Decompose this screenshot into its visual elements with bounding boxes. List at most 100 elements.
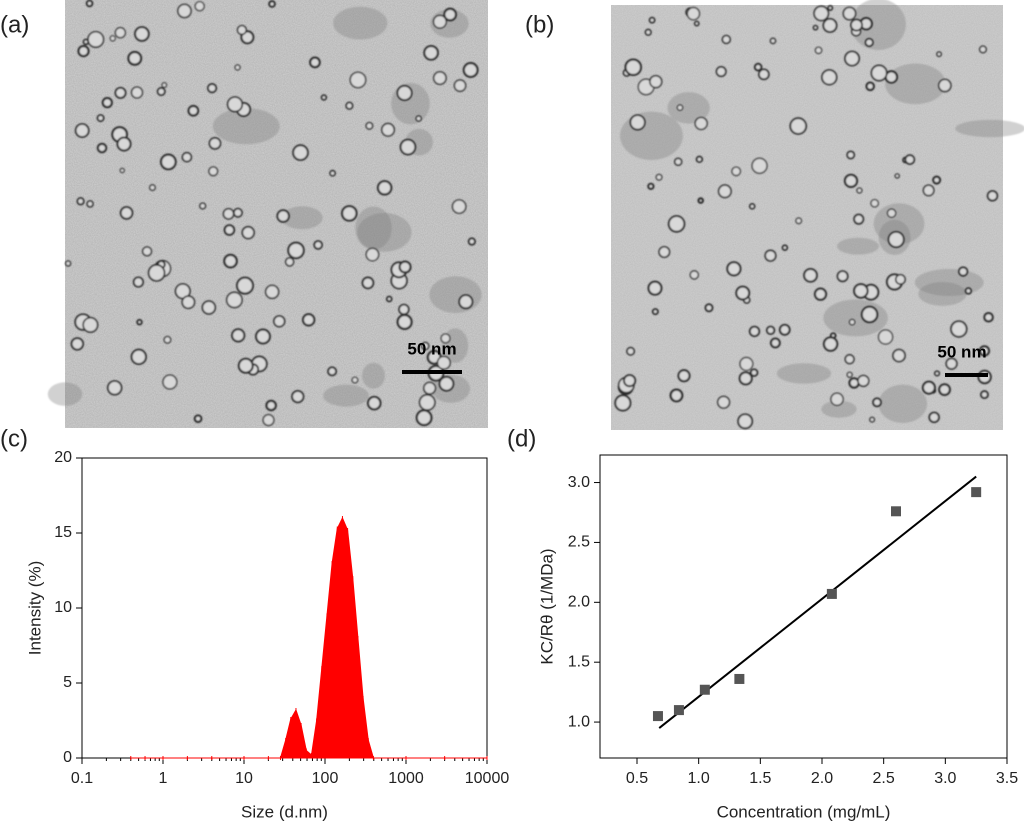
particle <box>655 173 663 181</box>
data-point <box>652 711 663 722</box>
particle <box>870 64 888 82</box>
particle <box>163 335 172 344</box>
particle <box>341 205 358 222</box>
data-point <box>699 684 710 695</box>
particle <box>106 380 123 396</box>
particle <box>396 313 413 331</box>
y-tick-label: 20 <box>54 449 72 466</box>
particle <box>82 38 90 46</box>
particle <box>398 260 412 274</box>
particle <box>647 280 663 296</box>
particle <box>320 94 328 101</box>
particle <box>846 371 853 378</box>
particle <box>624 58 643 77</box>
particle <box>443 7 458 22</box>
stain <box>914 268 984 296</box>
x-tick-label: 1.5 <box>749 770 771 787</box>
particle <box>778 323 791 336</box>
particle <box>345 101 354 110</box>
particle <box>937 78 952 93</box>
particle <box>462 62 479 78</box>
particle <box>101 97 113 109</box>
particle <box>647 182 655 190</box>
panel-label: (c) <box>0 425 28 452</box>
particle <box>813 287 828 301</box>
particle <box>199 202 207 210</box>
particle <box>366 395 382 411</box>
particle <box>136 318 143 326</box>
stain <box>873 203 925 245</box>
particle <box>894 273 906 285</box>
particle <box>292 144 309 161</box>
particle <box>676 104 684 111</box>
particle <box>869 416 876 423</box>
tem-image-b: 50 nm <box>611 0 1024 430</box>
particle <box>887 230 905 249</box>
particle <box>715 66 727 78</box>
particle <box>738 371 753 386</box>
particle <box>986 190 999 202</box>
particle <box>667 215 686 233</box>
particle <box>96 114 105 123</box>
particle <box>432 14 447 29</box>
data-point <box>734 673 745 684</box>
particle <box>423 381 437 395</box>
particle <box>872 397 882 408</box>
particle <box>836 270 849 283</box>
plot-frame <box>81 457 488 759</box>
stain <box>955 119 1024 138</box>
particle <box>255 328 271 345</box>
scale-bar-label: 50 nm <box>937 342 986 361</box>
particle <box>423 44 439 61</box>
particle <box>114 86 127 99</box>
particle <box>751 157 768 174</box>
particle <box>365 247 380 262</box>
particle <box>82 316 99 333</box>
particle <box>420 341 430 351</box>
particle <box>381 122 396 137</box>
particle <box>399 138 417 156</box>
particle <box>132 276 144 288</box>
particle <box>693 20 700 27</box>
particle <box>857 374 870 388</box>
particle <box>957 266 969 277</box>
data-point <box>971 487 982 498</box>
particle <box>748 325 761 338</box>
y-tick-label: 0 <box>63 749 72 766</box>
particle <box>749 368 759 377</box>
x-tick-label: 2.5 <box>873 770 895 787</box>
particle <box>222 207 235 220</box>
particle <box>938 383 951 397</box>
particle <box>614 394 632 412</box>
particle <box>109 35 116 42</box>
x-tick-label: 1 <box>159 770 168 787</box>
particle <box>933 370 941 377</box>
particle <box>418 394 436 411</box>
y-axis-label: Intensity (%) <box>25 561 44 655</box>
particle <box>848 377 860 389</box>
particle <box>814 46 823 55</box>
particle <box>268 0 276 8</box>
particle <box>704 303 714 313</box>
particle <box>983 311 994 323</box>
particle <box>853 283 869 299</box>
particle <box>827 4 834 11</box>
particle <box>396 84 413 102</box>
particle <box>287 241 305 260</box>
particle <box>361 276 375 290</box>
particle <box>351 376 359 384</box>
x-tick-label: 0.5 <box>626 770 648 787</box>
particle <box>193 414 203 424</box>
stain <box>878 384 928 423</box>
scale-bar-label: 50 nm <box>407 339 456 358</box>
particle <box>440 333 451 344</box>
particle <box>223 224 236 236</box>
particle <box>415 115 423 122</box>
stain <box>823 299 888 337</box>
particle <box>453 79 467 92</box>
particle <box>764 249 777 262</box>
particle <box>119 167 125 174</box>
particle <box>978 45 987 54</box>
particle <box>950 320 968 338</box>
particle <box>717 395 731 409</box>
